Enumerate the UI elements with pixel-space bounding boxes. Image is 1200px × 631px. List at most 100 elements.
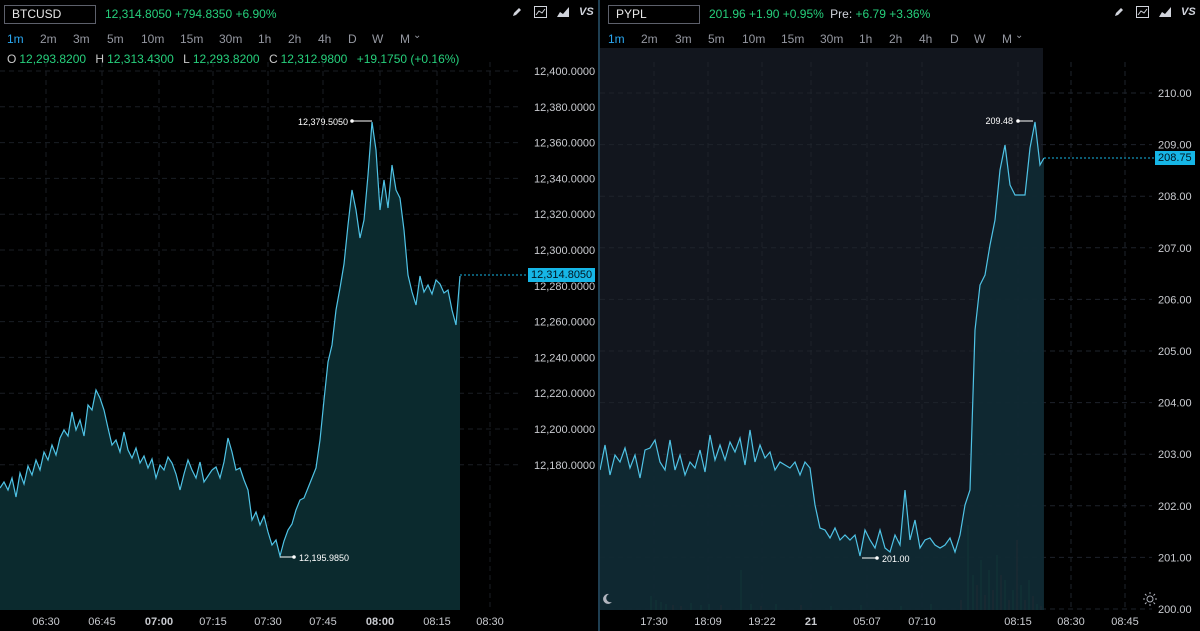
high-marker-dot bbox=[1016, 119, 1020, 123]
volume-bar bbox=[960, 600, 962, 610]
interval-1m[interactable]: 1m bbox=[608, 32, 625, 46]
volume-bar bbox=[930, 604, 932, 610]
high-value: 12,313.4300 bbox=[107, 52, 174, 66]
chart-image-icon[interactable] bbox=[1135, 5, 1149, 19]
chart-style-icon[interactable] bbox=[556, 5, 570, 19]
premarket-change-pct: +3.36% bbox=[889, 7, 931, 21]
high-label: H bbox=[666, 52, 676, 66]
interval-3m[interactable]: 3m bbox=[675, 32, 692, 46]
y-tick-label: 202.00 bbox=[1158, 501, 1192, 513]
quote-line: 12,314.8050 +794.8350 +6.90% bbox=[105, 7, 277, 21]
panel-divider[interactable] bbox=[598, 0, 600, 631]
interval-2m[interactable]: 2m bbox=[40, 32, 57, 46]
interval-M[interactable]: M bbox=[1002, 32, 1012, 46]
volume-bar bbox=[1036, 604, 1038, 610]
y-tick-label: 12,400.0000 bbox=[534, 66, 595, 78]
interval-1h[interactable]: 1h bbox=[859, 32, 873, 46]
chevron-down-icon[interactable]: ⌄ bbox=[1015, 30, 1024, 41]
close-value: 12,312.9800 bbox=[280, 52, 348, 66]
pen-icon[interactable] bbox=[1112, 5, 1126, 19]
x-tick-label: 08:45 bbox=[1111, 616, 1139, 628]
interval-1h[interactable]: 1h bbox=[258, 32, 272, 46]
volume-value: 225 bbox=[943, 52, 964, 66]
x-tick-label: 05:07 bbox=[853, 616, 881, 628]
volume-bar bbox=[760, 606, 762, 610]
x-tick-label: 07:45 bbox=[309, 616, 337, 628]
open-label: O bbox=[7, 52, 17, 66]
interval-5m[interactable]: 5m bbox=[708, 32, 725, 46]
interval-M[interactable]: M bbox=[400, 32, 410, 46]
interval-W[interactable]: W bbox=[372, 32, 384, 46]
close-value: 208.65 bbox=[791, 52, 829, 66]
interval-10m[interactable]: 10m bbox=[742, 32, 766, 46]
symbol-input[interactable]: BTCUSD bbox=[4, 4, 96, 24]
x-tick-label: 08:15 bbox=[1004, 616, 1032, 628]
last-price: 12,314.8050 bbox=[105, 7, 172, 21]
interval-30m[interactable]: 30m bbox=[219, 32, 243, 46]
y-tick-label: 12,320.0000 bbox=[534, 209, 595, 221]
premarket-label: Pre: bbox=[830, 7, 853, 21]
x-tick-label: 06:30 bbox=[32, 616, 60, 628]
chevron-down-icon[interactable]: ⌄ bbox=[413, 30, 422, 41]
open-value: 12,293.8200 bbox=[19, 52, 87, 66]
price-chart[interactable]: 12,400.0000 12,380.0000 12,360.0000 12,340.… bbox=[0, 0, 598, 631]
low-marker-dot bbox=[875, 556, 879, 560]
quote-line: 201.96 +1.90 +0.95% Pre: +6.79 +3.36% bbox=[709, 7, 930, 21]
y-tick-label: 12,180.0000 bbox=[534, 460, 595, 472]
extended-session-bg bbox=[600, 48, 1043, 610]
interval-15m[interactable]: 15m bbox=[781, 32, 805, 46]
bar-change: +19.1750 (+0.16%) bbox=[356, 52, 460, 66]
y-tick-label: 12,240.0000 bbox=[534, 352, 595, 364]
chart-style-icon[interactable] bbox=[1158, 5, 1172, 19]
interval-D[interactable]: D bbox=[950, 32, 959, 46]
high-marker-label: 209.48 bbox=[985, 116, 1013, 126]
y-tick-label: 206.00 bbox=[1158, 294, 1192, 306]
high-label: H bbox=[95, 52, 105, 66]
compare-vs-button[interactable]: VS bbox=[1181, 6, 1196, 18]
interval-D[interactable]: D bbox=[348, 32, 357, 46]
volume-bar bbox=[1040, 606, 1042, 610]
price-change: +1.90 bbox=[749, 7, 780, 21]
interval-W[interactable]: W bbox=[974, 32, 986, 46]
volume-bar bbox=[1032, 596, 1034, 610]
interval-10m[interactable]: 10m bbox=[141, 32, 165, 46]
volume-bar bbox=[1024, 600, 1026, 610]
volume-bar bbox=[1020, 585, 1022, 610]
interval-4h[interactable]: 4h bbox=[919, 32, 933, 46]
volume-bar bbox=[708, 604, 710, 610]
volume-bar bbox=[1016, 540, 1018, 610]
y-tick-label: 12,220.0000 bbox=[534, 388, 595, 400]
ohlc-legend: O 12,293.8200 H 12,313.4300 L 12,293.8200 C… bbox=[7, 52, 465, 66]
pen-icon[interactable] bbox=[510, 5, 524, 19]
y-tick-label: 200.00 bbox=[1158, 604, 1192, 616]
y-tick-label: 12,340.0000 bbox=[534, 173, 595, 185]
y-tick-label: 12,360.0000 bbox=[534, 138, 595, 150]
last-price-tag: 12,314.8050 bbox=[528, 268, 596, 282]
open-value: 209.38 bbox=[620, 52, 658, 66]
interval-2m[interactable]: 2m bbox=[641, 32, 658, 46]
interval-15m[interactable]: 15m bbox=[180, 32, 204, 46]
volume-bar bbox=[967, 525, 969, 610]
moon-icon[interactable] bbox=[600, 592, 614, 606]
interval-2h[interactable]: 2h bbox=[288, 32, 302, 46]
interval-5m[interactable]: 5m bbox=[107, 32, 124, 46]
interval-3m[interactable]: 3m bbox=[73, 32, 90, 46]
volume-bar bbox=[984, 595, 986, 610]
toolbar: VS bbox=[1112, 5, 1196, 19]
high-marker-label: 12,379.5050 bbox=[298, 117, 348, 127]
interval-2h[interactable]: 2h bbox=[889, 32, 903, 46]
y-tick-label: 208.00 bbox=[1158, 191, 1192, 203]
interval-1m[interactable]: 1m bbox=[7, 32, 24, 46]
chart-panel-btcusd: BTCUSD 12,314.8050 +794.8350 +6.90% VS 1… bbox=[0, 0, 598, 631]
sun-icon[interactable] bbox=[1143, 592, 1157, 606]
bar-change: -0.36 (-0.17%) bbox=[837, 52, 915, 66]
compare-vs-button[interactable]: VS bbox=[579, 6, 594, 18]
symbol-input[interactable]: PYPL bbox=[608, 4, 700, 24]
x-tick-label: 08:00 bbox=[366, 616, 394, 628]
interval-30m[interactable]: 30m bbox=[820, 32, 844, 46]
y-tick-label: 12,300.0000 bbox=[534, 245, 595, 257]
chart-image-icon[interactable] bbox=[533, 5, 547, 19]
price-chart[interactable]: 210.00 209.00 208.00 207.00 206.00 205.00 204.… bbox=[600, 0, 1200, 631]
x-tick-label: 08:30 bbox=[476, 616, 504, 628]
interval-4h[interactable]: 4h bbox=[318, 32, 332, 46]
